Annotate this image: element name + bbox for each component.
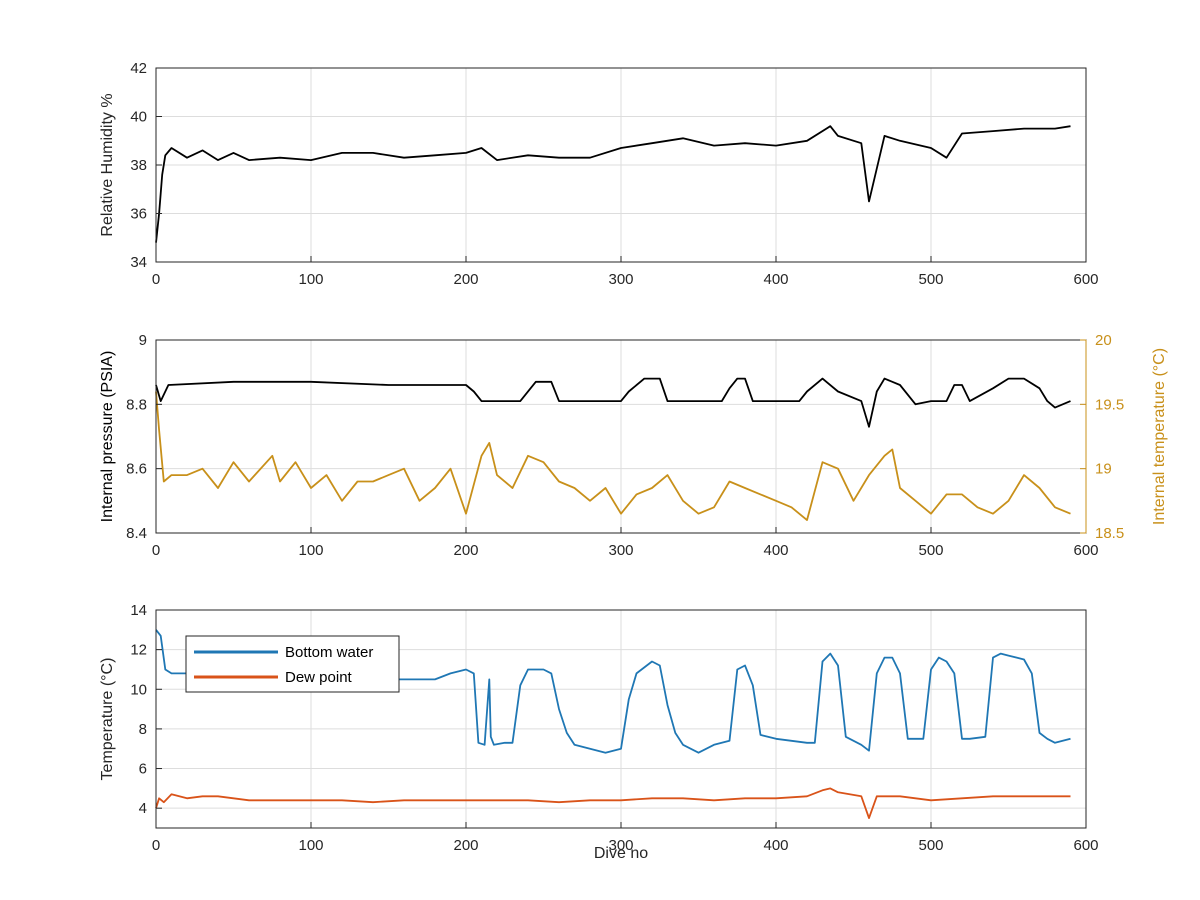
y2-tick-label: 20 <box>1095 332 1112 349</box>
x-tick-label: 0 <box>152 271 160 288</box>
y-tick-label: 12 <box>130 642 147 659</box>
x-tick-label: 300 <box>608 542 633 559</box>
x-tick-label: 600 <box>1073 271 1098 288</box>
x-tick-label: 500 <box>918 837 943 854</box>
legend-label: Dew point <box>285 669 353 686</box>
legend: Bottom water Dew point <box>185 635 400 693</box>
y-tick-label: 14 <box>130 602 147 619</box>
y-axis-label: Relative Humidity % <box>99 93 116 236</box>
x-tick-label: 500 <box>918 271 943 288</box>
x-tick-label: 100 <box>298 542 323 559</box>
y-tick-label: 36 <box>130 206 147 223</box>
x-tick-label: 300 <box>608 837 633 854</box>
y2-tick-label: 19 <box>1095 461 1112 478</box>
y-axis-label: Temperature (°C) <box>99 658 116 781</box>
panel-3: 0 100 200 300 400 500 600 4 6 8 10 12 14 Temperature … <box>99 602 1099 862</box>
legend-label: Bottom water <box>285 644 373 661</box>
series-line-2-2 <box>155 391 1071 521</box>
y2-tick-label: 19.5 <box>1095 396 1124 413</box>
series-line-2-1 <box>155 377 1071 428</box>
x-tick-label: 200 <box>453 837 478 854</box>
x-tick-label: 600 <box>1073 542 1098 559</box>
x-tick-label: 100 <box>298 837 323 854</box>
y-tick-label: 8.6 <box>126 461 147 478</box>
y-tick-label: 8 <box>139 721 147 738</box>
x-tick-label: 200 <box>453 542 478 559</box>
y-tick-label: 38 <box>130 157 147 174</box>
y-tick-label: 34 <box>130 254 147 271</box>
y-tick-label: 42 <box>130 60 147 77</box>
y-tick-label: 8.8 <box>126 396 147 413</box>
y-axis-label: Internal pressure (PSIA) <box>99 351 116 523</box>
y-tick-label: 9 <box>139 332 147 349</box>
panel-2: 0 100 200 300 400 500 600 8.4 8.6 8.8 9 18.5 19 19.5 2… <box>99 332 1168 559</box>
x-tick-label: 500 <box>918 542 943 559</box>
right-axis-label: Internal temperature (°C) <box>1151 348 1168 525</box>
series-line-dew-point <box>155 787 1071 819</box>
y-tick-label: 4 <box>139 800 147 817</box>
series-line-1-1 <box>155 125 1071 243</box>
x-tick-label: 0 <box>152 542 160 559</box>
x-axis-label: Dive no <box>594 845 648 862</box>
y-tick-label: 40 <box>130 109 147 126</box>
y-tick-label: 10 <box>130 681 147 698</box>
x-tick-label: 400 <box>763 542 788 559</box>
x-tick-label: 400 <box>763 271 788 288</box>
x-tick-label: 300 <box>608 271 633 288</box>
x-tick-label: 0 <box>152 837 160 854</box>
x-tick-label: 600 <box>1073 837 1098 854</box>
x-tick-label: 100 <box>298 271 323 288</box>
y-tick-label: 6 <box>139 761 147 778</box>
x-tick-label: 200 <box>453 271 478 288</box>
x-tick-label: 400 <box>763 837 788 854</box>
y-tick-label: 8.4 <box>126 525 147 542</box>
legend-box <box>185 635 400 693</box>
panel-1: 0 100 200 300 400 500 600 34 36 38 40 42 Relative Hu… <box>99 60 1099 288</box>
y2-tick-label: 18.5 <box>1095 525 1124 542</box>
series-line-bottom-water <box>155 629 1071 754</box>
